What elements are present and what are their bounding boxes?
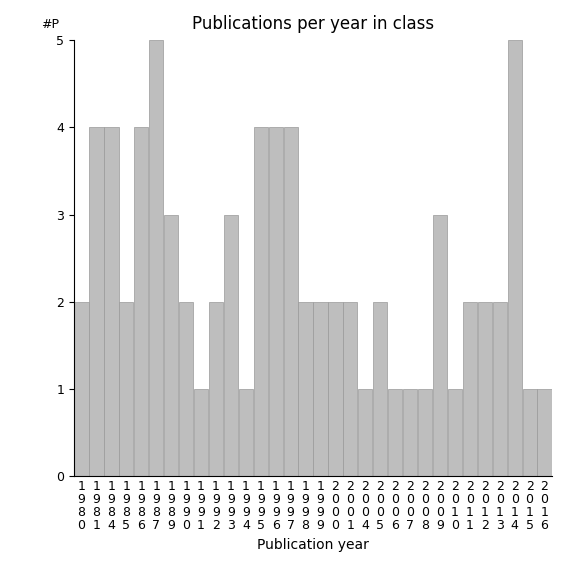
Bar (373, 302, 387, 476)
Bar (403, 389, 417, 476)
Bar (253, 128, 268, 476)
Bar (298, 302, 312, 476)
Bar (478, 302, 492, 476)
Bar (284, 128, 298, 476)
Bar (119, 302, 133, 476)
Bar (448, 389, 462, 476)
Bar (507, 40, 522, 476)
Bar (314, 302, 328, 476)
Bar (224, 214, 238, 476)
Bar (74, 302, 88, 476)
Bar (523, 389, 537, 476)
Bar (239, 389, 253, 476)
Bar (538, 389, 552, 476)
Text: #P: #P (41, 18, 58, 31)
Bar (433, 214, 447, 476)
Bar (269, 128, 283, 476)
Bar (90, 128, 104, 476)
Bar (149, 40, 163, 476)
Bar (418, 389, 432, 476)
X-axis label: Publication year: Publication year (257, 538, 369, 552)
Title: Publications per year in class: Publications per year in class (192, 15, 434, 33)
Bar (134, 128, 149, 476)
Bar (388, 389, 402, 476)
Bar (463, 302, 477, 476)
Bar (194, 389, 208, 476)
Bar (358, 389, 373, 476)
Bar (328, 302, 342, 476)
Bar (493, 302, 507, 476)
Bar (104, 128, 119, 476)
Bar (343, 302, 357, 476)
Bar (164, 214, 178, 476)
Bar (179, 302, 193, 476)
Bar (209, 302, 223, 476)
